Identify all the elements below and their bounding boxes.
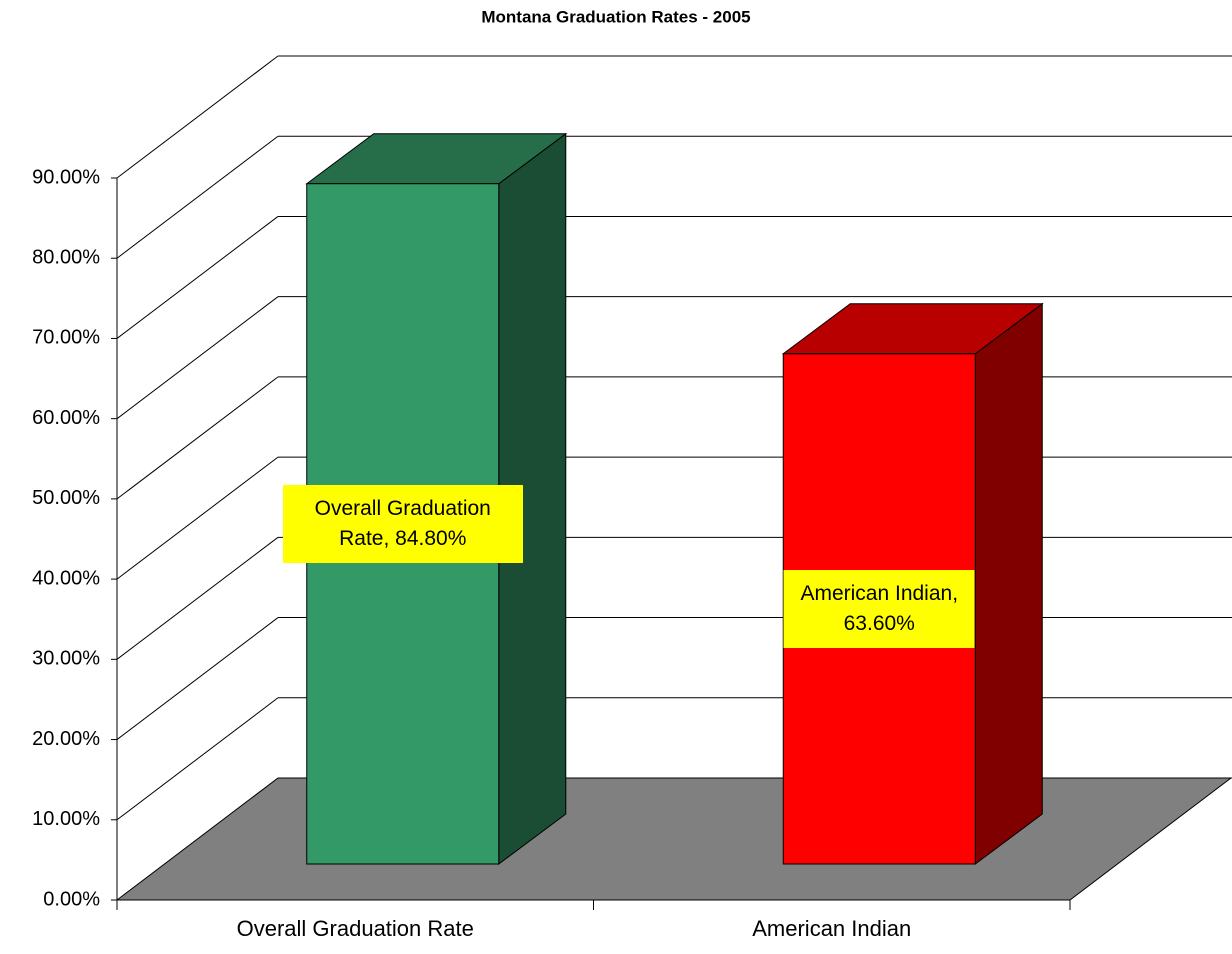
y-tick-label: 70.00% xyxy=(32,327,100,349)
grid-line xyxy=(116,135,279,259)
y-tick-label: 10.00% xyxy=(32,808,100,830)
y-tick-label: 30.00% xyxy=(32,648,100,670)
grid-line xyxy=(116,55,279,179)
y-tick-label: 20.00% xyxy=(32,728,100,750)
grid-line xyxy=(116,376,279,500)
y-tick-label: 40.00% xyxy=(32,567,100,589)
chart-title: Montana Graduation Rates - 2005 xyxy=(481,7,750,26)
grid-line xyxy=(116,216,279,339)
grid-line xyxy=(116,456,279,580)
y-tick-label: 90.00% xyxy=(32,166,100,188)
grid-line xyxy=(116,536,279,660)
y-tick-label: 60.00% xyxy=(32,407,100,429)
data-label: American Indian, 63.60% xyxy=(783,569,975,648)
bar-side xyxy=(974,302,1043,865)
grid-line xyxy=(116,296,279,420)
x-tick-label: Overall Graduation Rate xyxy=(237,916,474,941)
y-tick-label: 0.00% xyxy=(43,888,100,910)
data-label: Overall Graduation Rate, 84.80% xyxy=(282,484,523,563)
grid-line xyxy=(116,617,279,740)
grid-line xyxy=(116,697,279,821)
floor xyxy=(115,777,1232,901)
y-tick-label: 50.00% xyxy=(32,487,100,509)
y-tick-label: 80.00% xyxy=(32,247,100,269)
x-tick-label: American Indian xyxy=(752,916,911,941)
